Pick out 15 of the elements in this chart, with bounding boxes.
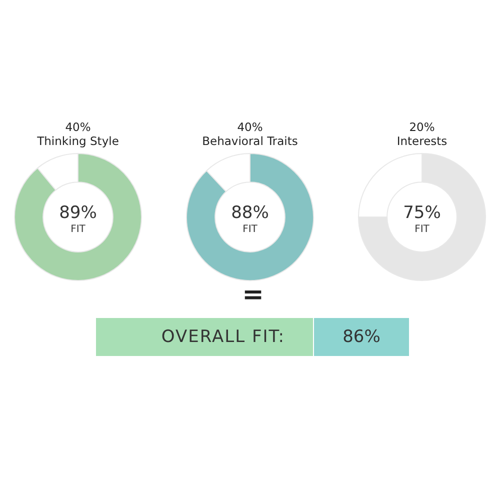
chart-subtitle: Thinking Style [36, 134, 120, 148]
text: FIT [70, 223, 86, 237]
text: FIT [414, 223, 430, 237]
text: 88% [230, 203, 270, 223]
chart-subtitle: Interests [396, 134, 448, 148]
text: 89% [58, 203, 98, 223]
text: = [241, 280, 265, 310]
chart-subtitle: Behavioral Traits [201, 134, 299, 148]
text: OVERALL FIT: [96, 318, 313, 356]
chart-title: 40% [64, 120, 92, 134]
text: 86% [314, 318, 409, 356]
text: FIT [242, 223, 258, 237]
chart-title: 40% [236, 120, 264, 134]
text: 75% [402, 203, 442, 223]
chart-title: 20% [408, 120, 436, 134]
